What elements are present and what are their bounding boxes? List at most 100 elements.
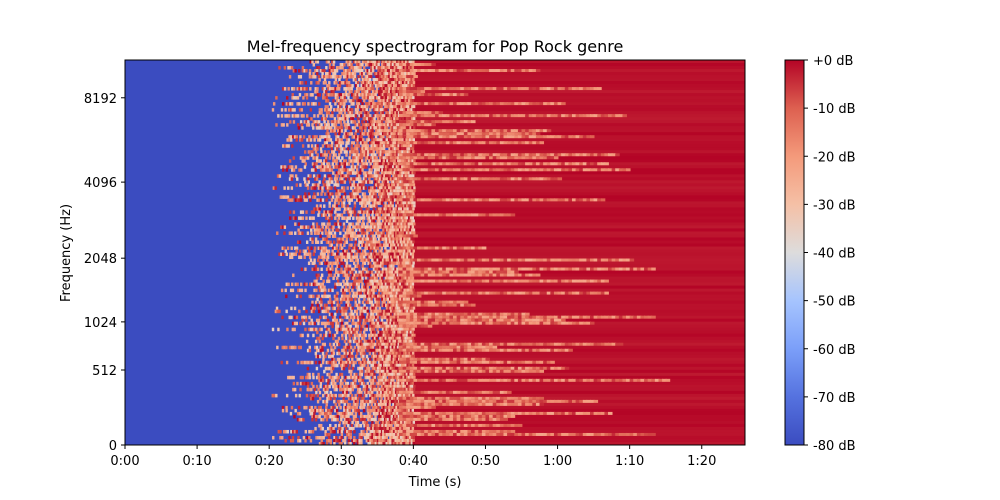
spectrogram-cell bbox=[353, 186, 357, 190]
spectrogram-cell bbox=[393, 210, 397, 214]
spectrogram-cell bbox=[323, 78, 327, 82]
spectrogram-cell bbox=[308, 255, 312, 260]
spectrogram-cell bbox=[431, 102, 436, 106]
spectrogram-cell bbox=[445, 168, 451, 172]
spectrogram-cell bbox=[370, 174, 373, 178]
spectrogram-cell bbox=[339, 99, 342, 103]
spectrogram-cell bbox=[398, 234, 404, 238]
spectrogram-cell bbox=[386, 210, 389, 214]
spectrogram-cell bbox=[528, 141, 534, 145]
spectrogram-cell bbox=[397, 237, 401, 241]
spectrogram-cell bbox=[334, 210, 337, 214]
spectrogram-cell bbox=[377, 222, 380, 226]
spectrogram-cell bbox=[341, 156, 344, 160]
spectrogram-cell bbox=[373, 255, 377, 260]
spectrogram-cell bbox=[370, 297, 373, 302]
spectrogram-cell bbox=[401, 192, 404, 196]
spectrogram-cell bbox=[337, 171, 340, 175]
spectrogram-cell bbox=[320, 228, 324, 232]
spectrogram-cell bbox=[392, 288, 396, 293]
spectrogram-cell bbox=[344, 294, 347, 299]
spectrogram-cell bbox=[467, 177, 472, 181]
spectrogram-cell bbox=[379, 276, 382, 281]
spectrogram-cell bbox=[399, 192, 403, 196]
spectrogram-cell bbox=[397, 147, 400, 151]
spectrogram-cell bbox=[561, 291, 566, 295]
spectrogram-cell bbox=[582, 168, 588, 172]
spectrogram-cell bbox=[357, 69, 360, 73]
spectrogram-cell bbox=[332, 150, 336, 154]
spectrogram-cell bbox=[336, 270, 340, 275]
spectrogram-cell bbox=[420, 246, 426, 250]
spectrogram-cell bbox=[499, 132, 505, 136]
spectrogram-cell bbox=[344, 249, 347, 253]
spectrogram-cell bbox=[525, 258, 530, 262]
spectrogram-cell bbox=[374, 297, 377, 302]
spectrogram-cell bbox=[388, 150, 392, 154]
spectrogram-cell bbox=[321, 69, 324, 73]
spectrogram-cell bbox=[377, 75, 380, 79]
spectrogram-cell bbox=[543, 168, 548, 172]
spectrogram-cell bbox=[399, 78, 402, 82]
spectrogram-cell bbox=[449, 213, 454, 217]
spectrogram-cell bbox=[507, 102, 512, 106]
spectrogram-cell bbox=[305, 69, 308, 73]
spectrogram-cell bbox=[402, 300, 408, 304]
spectrogram-cell bbox=[354, 192, 357, 196]
spectrogram-cell bbox=[427, 300, 433, 304]
spectrogram-cell bbox=[381, 270, 385, 275]
spectrogram-cell bbox=[353, 156, 357, 160]
spectrogram-cell bbox=[307, 192, 311, 196]
spectrogram-cell bbox=[376, 111, 379, 115]
spectrogram-cell bbox=[431, 213, 436, 217]
spectrogram-cell bbox=[348, 69, 351, 73]
spectrogram-cell bbox=[406, 258, 411, 262]
spectrogram-cell bbox=[427, 270, 433, 274]
spectrogram-cell bbox=[325, 198, 328, 202]
spectrogram-cell bbox=[353, 177, 357, 181]
spectrogram-cell bbox=[328, 87, 332, 91]
spectrogram-cell bbox=[311, 153, 314, 157]
spectrogram-cell bbox=[525, 141, 530, 145]
spectrogram-cell bbox=[367, 96, 370, 100]
spectrogram-cell bbox=[445, 102, 451, 106]
spectrogram-cell bbox=[353, 231, 356, 235]
spectrogram-cell bbox=[346, 168, 350, 172]
spectrogram-cell bbox=[301, 159, 304, 163]
spectrogram-cell bbox=[385, 138, 388, 142]
spectrogram-cell bbox=[427, 129, 433, 133]
spectrogram-cell bbox=[364, 144, 368, 148]
spectrogram-cell bbox=[309, 174, 312, 178]
spectrogram-cell bbox=[317, 228, 320, 232]
spectrogram-cell bbox=[301, 144, 305, 148]
spectrogram-cell bbox=[301, 225, 305, 229]
spectrogram-cell bbox=[449, 132, 454, 136]
spectrogram-cell bbox=[316, 165, 319, 169]
spectrogram-cell bbox=[395, 150, 399, 154]
spectrogram-cell bbox=[345, 141, 348, 145]
spectrogram-cell bbox=[366, 105, 369, 109]
spectrogram-cell bbox=[333, 117, 337, 121]
spectrogram-cell bbox=[331, 123, 334, 127]
spectrogram-cell bbox=[341, 252, 344, 257]
spectrogram-cell bbox=[362, 171, 366, 175]
spectrogram-cell bbox=[328, 228, 331, 232]
spectrogram-cell bbox=[557, 168, 563, 172]
spectrogram-cell bbox=[467, 156, 472, 160]
spectrogram-cell bbox=[474, 213, 480, 217]
spectrogram-cell bbox=[301, 216, 305, 220]
spectrogram-cell bbox=[517, 291, 523, 295]
spectrogram-cell bbox=[550, 162, 555, 166]
spectrogram-cell bbox=[332, 69, 335, 73]
spectrogram-cell bbox=[367, 81, 371, 85]
spectrogram-cell bbox=[358, 78, 361, 82]
spectrogram-cell bbox=[375, 222, 378, 226]
spectrogram-cell bbox=[278, 252, 281, 257]
spectrogram-cell bbox=[349, 222, 353, 226]
spectrogram-cell bbox=[381, 303, 384, 308]
spectrogram-cell bbox=[409, 102, 415, 106]
spectrogram-cell bbox=[300, 123, 303, 127]
spectrogram-cell bbox=[289, 252, 292, 257]
spectrogram-cell bbox=[397, 285, 400, 290]
spectrogram-cell bbox=[407, 72, 411, 76]
